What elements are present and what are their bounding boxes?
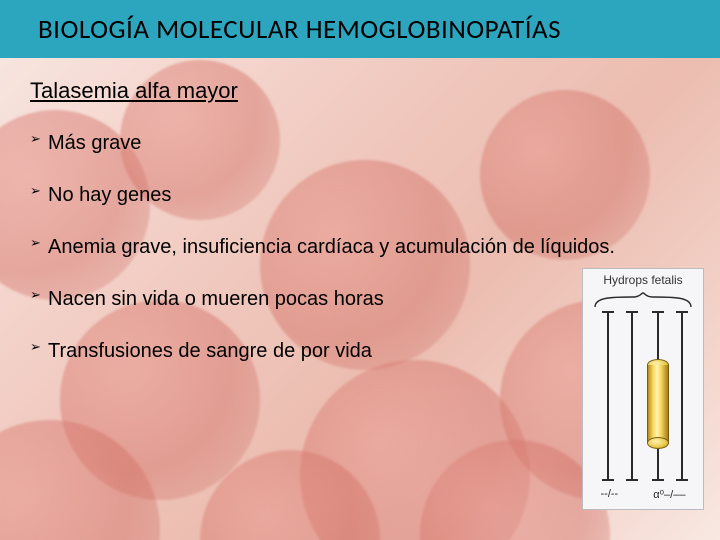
bullet-item: Anemia grave, insuficiencia cardíaca y a…: [30, 234, 700, 260]
tick: [626, 479, 638, 481]
gene-cylinder: [647, 359, 669, 449]
bullet-item: No hay genes: [30, 182, 700, 208]
tick: [602, 311, 614, 313]
diagram-title: Hydrops fetalis: [583, 269, 703, 287]
tick: [676, 311, 688, 313]
diagram-label-left: --/--: [601, 488, 619, 500]
subtitle: Talasemia alfa mayor: [30, 78, 700, 104]
diagram-body: [583, 311, 703, 481]
diagram-label-right: α⁰–/––: [653, 488, 685, 501]
tick: [652, 311, 664, 313]
diagram-labels: --/-- α⁰–/––: [583, 483, 703, 505]
chromosome-line: [681, 311, 683, 481]
bullet-item: Más grave: [30, 130, 700, 156]
chromosome-line: [657, 311, 659, 481]
chromosome-line: [607, 311, 609, 481]
brace-icon: [593, 291, 693, 309]
tick: [676, 479, 688, 481]
title-bar: BIOLOGÍA MOLECULAR HEMOGLOBINOPATÍAS: [0, 0, 720, 58]
slide: BIOLOGÍA MOLECULAR HEMOGLOBINOPATÍAS Tal…: [0, 0, 720, 540]
hydrops-diagram: Hydrops fetalis --/-- α⁰–/––: [582, 268, 704, 510]
slide-title: BIOLOGÍA MOLECULAR HEMOGLOBINOPATÍAS: [38, 13, 561, 46]
tick: [602, 479, 614, 481]
tick: [626, 311, 638, 313]
chromosome-line: [631, 311, 633, 481]
tick: [652, 479, 664, 481]
